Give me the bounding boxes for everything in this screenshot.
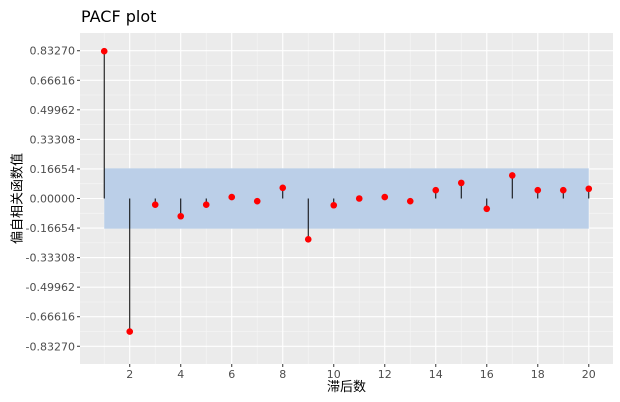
x-tick-label: 10 [327, 368, 341, 381]
y-tick-label: 0.83270 [30, 45, 76, 58]
x-tick-label: 6 [228, 368, 235, 381]
y-tick-label: -0.33308 [26, 252, 75, 265]
data-point [534, 186, 542, 194]
x-tick-label: 16 [480, 368, 494, 381]
chart-title: PACF plot [81, 7, 156, 26]
data-point [253, 197, 261, 205]
y-axis-title: 偏自相关函数值 [10, 153, 26, 244]
data-point [585, 185, 593, 193]
data-point [330, 201, 338, 209]
data-point [381, 193, 389, 201]
y-tick-label: 0.33308 [30, 133, 76, 146]
x-tick-label: 18 [531, 368, 545, 381]
data-point [228, 193, 236, 201]
data-point [177, 212, 185, 220]
y-tick-label: -0.49962 [26, 281, 75, 294]
y-tick-label: -0.83270 [26, 340, 75, 353]
y-tick-label: 0.49962 [30, 104, 76, 117]
data-point [126, 328, 134, 335]
y-tick-label: 0.16654 [30, 163, 76, 176]
x-tick-label: 2 [126, 368, 133, 381]
data-point [432, 186, 440, 194]
y-tick-label: -0.66616 [26, 311, 75, 324]
x-axis-title: 滞后数 [327, 380, 366, 395]
data-point [202, 201, 210, 209]
points [100, 47, 593, 335]
data-point [279, 184, 287, 192]
x-tick-label: 20 [582, 368, 596, 381]
confidence-band [104, 168, 589, 229]
data-point [151, 201, 159, 209]
y-axis: -0.83270 -0.66616 -0.49962 -0.33308 -0.16654… [26, 45, 80, 353]
data-point [559, 186, 567, 194]
x-tick-label: 8 [279, 368, 286, 381]
x-tick-label: 12 [378, 368, 392, 381]
data-point [406, 197, 414, 205]
x-tick-label: 4 [177, 368, 184, 381]
data-point [304, 236, 312, 243]
data-point [483, 205, 491, 213]
y-tick-label: 0.66616 [30, 74, 76, 87]
x-axis: 2 4 6 8 10 12 14 16 18 20 [126, 364, 596, 381]
stems [103, 51, 590, 332]
data-point [355, 195, 363, 202]
y-tick-label: 0.00000 [30, 193, 76, 206]
x-tick-label: 14 [429, 368, 443, 381]
data-point [508, 172, 516, 179]
data-point [100, 47, 108, 55]
y-tick-label: -0.16654 [26, 222, 75, 235]
data-point [457, 179, 465, 187]
